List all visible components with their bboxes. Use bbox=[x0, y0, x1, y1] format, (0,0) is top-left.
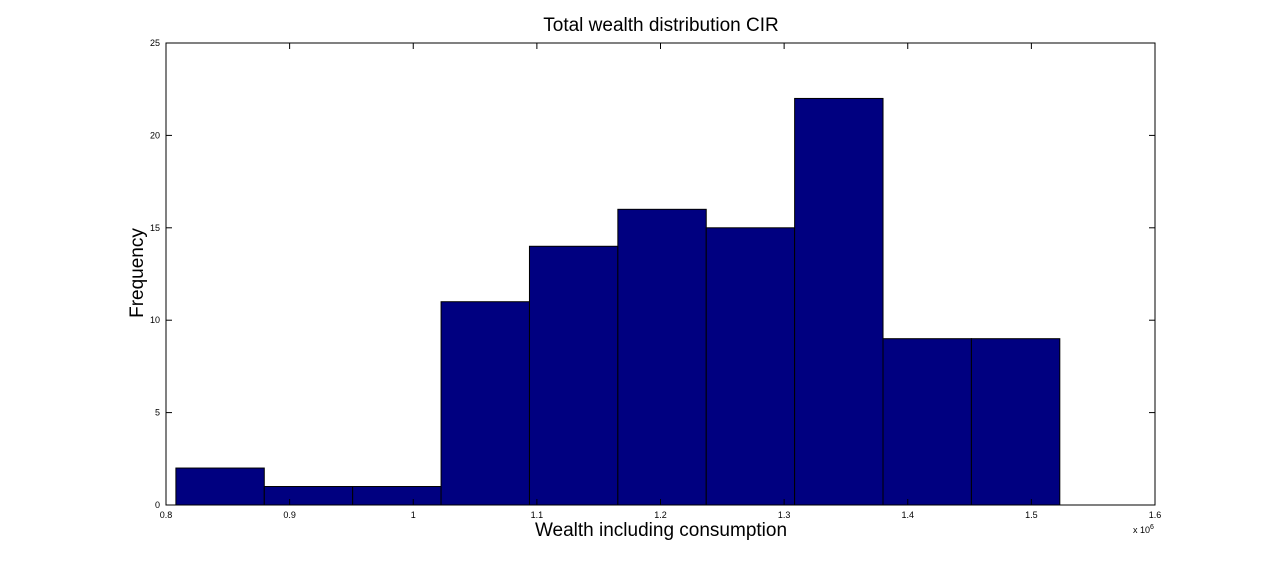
x-tick-label: 1 bbox=[411, 510, 416, 520]
x-tick-label: 1.5 bbox=[1025, 510, 1038, 520]
x-tick-label: 1.2 bbox=[654, 510, 667, 520]
histogram-bar bbox=[970, 338, 1061, 506]
x-multiplier-label: x 106 bbox=[1133, 524, 1154, 535]
y-tick-label: 20 bbox=[150, 130, 160, 140]
histogram-bar bbox=[882, 338, 972, 506]
x-tick-label: 1.4 bbox=[901, 510, 914, 520]
histogram-bar bbox=[617, 208, 707, 506]
histogram-bar bbox=[528, 245, 619, 506]
x-tick-label: 0.8 bbox=[160, 510, 173, 520]
histogram-bar bbox=[175, 467, 265, 506]
histogram-bar bbox=[352, 486, 442, 506]
chart-title: Total wealth distribution CIR bbox=[543, 15, 779, 36]
y-tick-label: 10 bbox=[150, 315, 160, 325]
x-multiplier-base: x 10 bbox=[1133, 525, 1150, 535]
y-tick-label: 5 bbox=[155, 408, 160, 418]
x-multiplier-exponent: 6 bbox=[1150, 524, 1154, 531]
histogram-bar bbox=[440, 301, 530, 506]
histogram-bar bbox=[263, 486, 354, 506]
y-tick-label: 25 bbox=[150, 38, 160, 48]
histogram-bar bbox=[705, 227, 796, 506]
y-ticks-group: 0 5 10 15 20 25 bbox=[150, 38, 1155, 510]
x-tick-label: 1.6 bbox=[1149, 510, 1162, 520]
y-tick-label: 0 bbox=[155, 500, 160, 510]
x-tick-label: 1.3 bbox=[778, 510, 791, 520]
y-axis-label: Frequency bbox=[127, 228, 148, 318]
x-axis-label: Wealth including consumption bbox=[535, 520, 787, 541]
x-tick-label: 1.1 bbox=[531, 510, 544, 520]
x-ticks-group: 0.8 0.9 1 1.1 1.2 1.3 1.4 1.5 1.6 bbox=[160, 43, 1162, 520]
histogram-bar bbox=[794, 97, 884, 506]
y-tick-label: 15 bbox=[150, 223, 160, 233]
x-tick-label: 0.9 bbox=[283, 510, 296, 520]
bars-group bbox=[175, 97, 1061, 506]
